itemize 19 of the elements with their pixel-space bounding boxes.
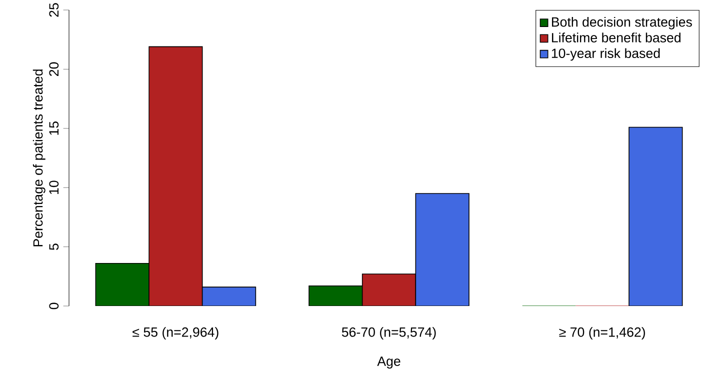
bar [308,285,363,306]
legend-label: 10-year risk based [552,48,660,61]
y-tick-label: 20 [49,62,59,76]
y-tick-label: 25 [49,3,59,17]
bar [415,193,470,306]
x-tick-label: 56-70 (n=5,574) [342,327,436,340]
legend-label: Both decision strategies [552,16,692,30]
bar [95,262,150,306]
legend-label: Lifetime benefit based [552,32,680,42]
y-tick-label: 5 [49,244,59,250]
x-tick-label: ≥ 70 (n=1,462) [559,327,645,340]
x-tick-label: ≤ 55 (n=2,964) [132,327,218,340]
bar [628,126,683,306]
y-tick-label: 10 [49,180,59,194]
y-tick-label: 15 [49,122,59,135]
bar [202,286,256,306]
y-axis-title: Percentage of patients treated [32,70,46,246]
y-tick-label: 0 [49,302,59,310]
x-axis-title: Age [377,356,400,369]
